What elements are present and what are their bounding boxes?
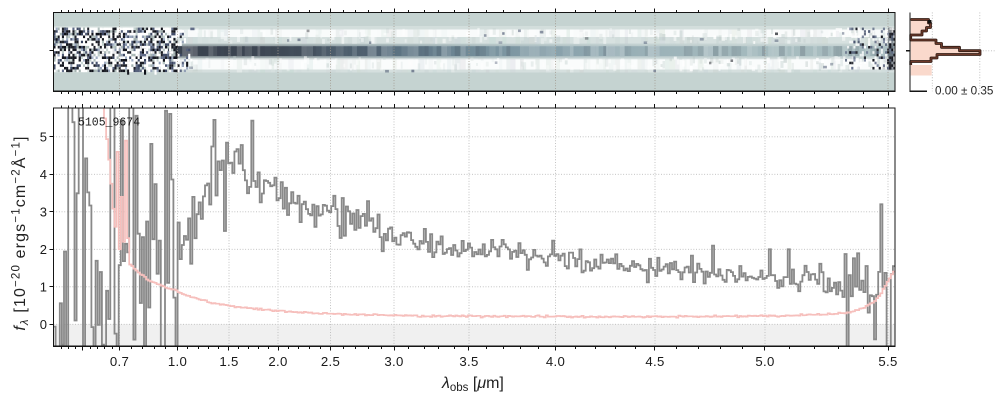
svg-text:3.0: 3.0 [384, 354, 403, 369]
svg-text:3: 3 [40, 204, 47, 219]
svg-text:0: 0 [40, 317, 47, 332]
svg-text:2.5: 2.5 [321, 354, 340, 369]
svg-text:2.0: 2.0 [268, 354, 287, 369]
svg-text:λobs [μm]: λobs [μm] [441, 375, 504, 394]
svg-text:5.5: 5.5 [878, 354, 897, 369]
svg-text:5.0: 5.0 [755, 354, 774, 369]
svg-text:3.5: 3.5 [459, 354, 478, 369]
svg-text:5105_9674: 5105_9674 [78, 117, 140, 130]
svg-text:1: 1 [40, 279, 47, 294]
svg-text:0.7: 0.7 [110, 354, 129, 369]
svg-text:5: 5 [40, 129, 47, 144]
svg-text:fλ [10−20 ergs−1cm−2Å−1]: fλ [10−20 ergs−1cm−2Å−1] [10, 135, 31, 330]
svg-text:1.0: 1.0 [168, 354, 187, 369]
svg-text:1.5: 1.5 [219, 354, 238, 369]
svg-text:4.0: 4.0 [546, 354, 565, 369]
svg-text:2: 2 [40, 242, 47, 257]
svg-text:4.5: 4.5 [645, 354, 664, 369]
svg-text:0.00 ± 0.35: 0.00 ± 0.35 [935, 84, 994, 97]
svg-text:4: 4 [40, 167, 47, 182]
